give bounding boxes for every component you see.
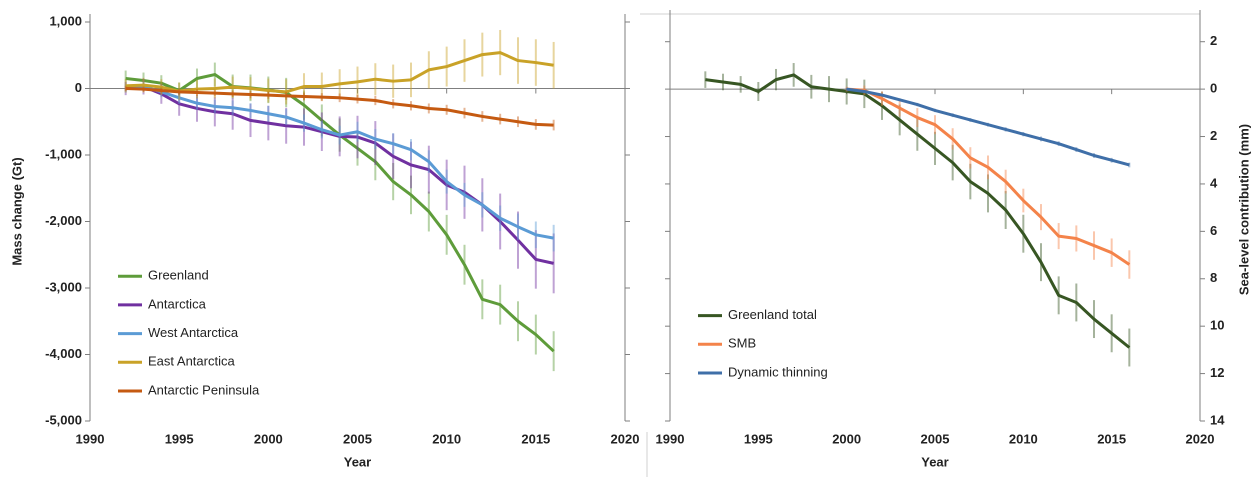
series-line xyxy=(846,87,1130,167)
x-tick-label: 1995 xyxy=(165,431,194,446)
y-tick-label: 12 xyxy=(1210,365,1224,380)
x-tick-label: 1995 xyxy=(744,431,773,446)
y-tick-label: 0 xyxy=(75,80,82,95)
legend-label: Greenland total xyxy=(728,307,817,322)
y-tick-label: 10 xyxy=(1210,318,1224,333)
y-axis-label: Mass change (Gt) xyxy=(9,157,24,265)
series-line xyxy=(125,87,554,127)
series-line xyxy=(125,85,554,265)
x-tick-label: 2010 xyxy=(1009,431,1038,446)
x-tick-label: 2005 xyxy=(343,431,372,446)
y-tick-label: -2,000 xyxy=(45,213,82,228)
legend-label: SMB xyxy=(728,336,756,351)
y-tick-label: 6 xyxy=(1210,223,1217,238)
x-tick-label: 2000 xyxy=(254,431,283,446)
x-tick-label: 2020 xyxy=(611,431,640,446)
legend-label: East Antarctica xyxy=(148,354,235,369)
y-axis-label: Sea-level contribution (mm) xyxy=(1236,124,1251,295)
y-tick-label: 2 xyxy=(1210,128,1217,143)
y-tick-label: -5,000 xyxy=(45,412,82,427)
series-line xyxy=(846,87,1131,266)
y-tick-label: -3,000 xyxy=(45,279,82,294)
legend-label: Greenland xyxy=(148,268,209,283)
legend-label: Antarctic Peninsula xyxy=(148,382,260,397)
legend-label: Dynamic thinning xyxy=(728,364,828,379)
x-tick-label: 2010 xyxy=(432,431,461,446)
y-tick-label: 0 xyxy=(1210,81,1217,96)
y-tick-label: 4 xyxy=(1210,175,1218,190)
y-tick-label: 1,000 xyxy=(49,13,82,28)
series-line xyxy=(125,51,554,94)
x-tick-label: 2015 xyxy=(521,431,550,446)
x-axis-label: Year xyxy=(344,454,371,469)
series-line xyxy=(705,73,1131,349)
x-tick-label: 2020 xyxy=(1186,431,1215,446)
y-tick-label: 14 xyxy=(1210,412,1225,427)
y-tick-label: -4,000 xyxy=(45,346,82,361)
series-line xyxy=(125,85,554,240)
legend-label: Antarctica xyxy=(148,296,207,311)
y-tick-label: -1,000 xyxy=(45,146,82,161)
x-tick-label: 2015 xyxy=(1097,431,1126,446)
legend-label: West Antarctica xyxy=(148,325,239,340)
y-tick-label: 2 xyxy=(1210,33,1217,48)
x-tick-label: 2005 xyxy=(921,431,950,446)
x-tick-label: 1990 xyxy=(656,431,685,446)
x-axis-label: Year xyxy=(921,454,948,469)
y-tick-label: 8 xyxy=(1210,270,1217,285)
x-tick-label: 1990 xyxy=(76,431,105,446)
x-tick-label: 2000 xyxy=(832,431,861,446)
